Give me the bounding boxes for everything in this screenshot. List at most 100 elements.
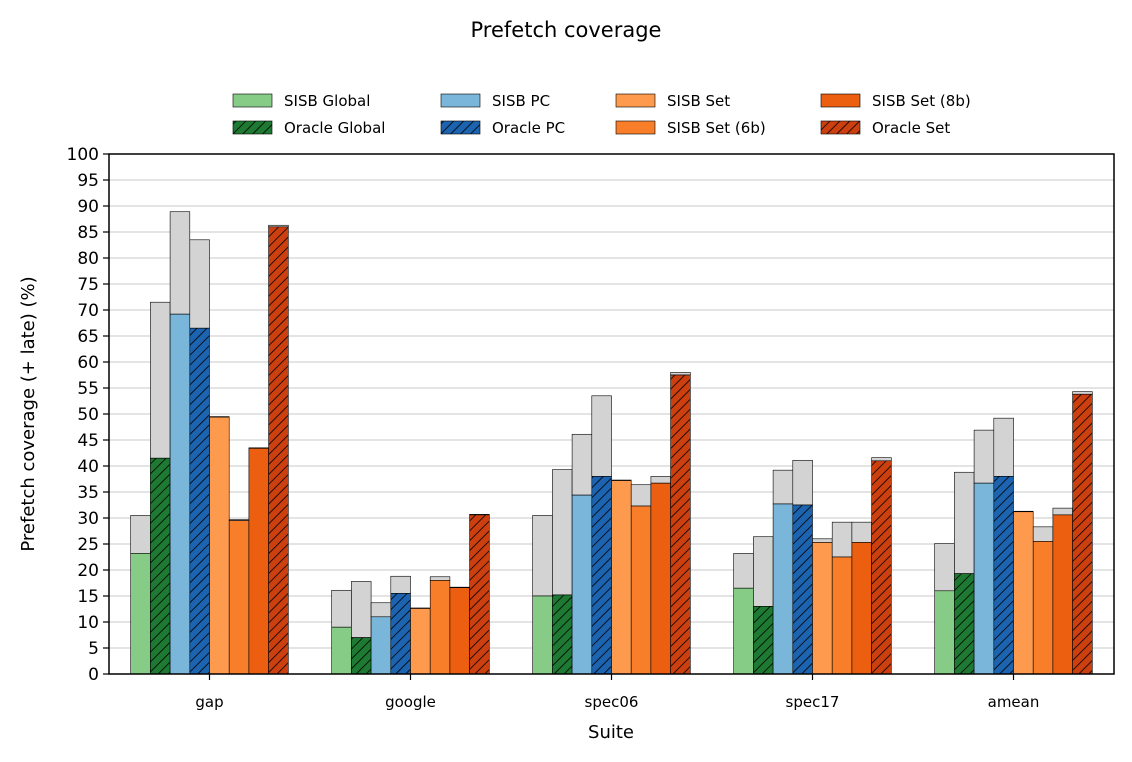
late-bar [954,471,975,574]
bar [812,542,833,675]
bar-hatch [552,594,573,674]
late-bar [1072,391,1093,395]
y-tick-label: 55 [77,379,99,399]
y-axis-ticks: 0 5 10 15 20 25 30 35 40 45 50 55 60 65 70 75 80 85 90 95 10… [67,145,109,685]
late-bar [630,484,652,507]
bar-hatch [390,593,411,674]
bar-hatch [670,375,691,674]
chart-title: Prefetch coverage [471,18,662,42]
legend: SISB Global Oracle Global SISB PC Oracle PC… [232,92,971,137]
y-tick-label: 40 [77,457,99,477]
late-bar [331,589,352,628]
late-bar [812,538,833,543]
late-bar [169,211,191,315]
legend-label: SISB Set (8b) [872,92,971,110]
late-bar [1052,507,1073,516]
y-tick-label: 45 [77,431,99,451]
y-tick-label: 50 [77,405,99,425]
late-bar [1032,526,1054,542]
legend-swatch [615,93,656,108]
late-bar [670,372,691,376]
late-bar [851,521,872,543]
plot-frame [108,153,1115,675]
late-bar [772,469,794,505]
legend-label: Oracle Set [872,119,950,137]
x-tick-label: gap [195,693,223,711]
x-tick-label: spec06 [585,693,639,711]
bar [1013,511,1034,675]
late-bar [591,395,612,477]
bar-hatch [351,637,372,674]
y-tick-label: 15 [77,587,99,607]
bar [449,587,470,675]
legend-swatch [440,93,481,108]
late-bar [532,515,553,597]
y-tick-label: 5 [88,639,99,659]
y-tick-label: 35 [77,483,99,503]
bar [331,626,352,675]
bar-hatch [591,476,612,674]
bar [733,587,754,675]
bar-hatch [792,505,813,674]
bar-hatch [993,476,1014,674]
bar [934,590,955,675]
legend-swatch [615,120,656,135]
legend-label: SISB Set (6b) [667,119,766,137]
x-tick-label: amean [988,693,1040,711]
bar-hatch [1072,394,1093,674]
y-tick-label: 70 [77,301,99,321]
legend-label: Oracle PC [492,119,565,137]
bar [370,616,392,675]
late-bar [871,457,892,462]
late-bar [130,515,151,554]
bar-hatch [268,226,289,675]
bar [130,553,151,675]
late-bar [552,469,573,596]
bar-hatch [189,328,210,674]
y-tick-label: 20 [77,561,99,581]
late-bar [390,575,411,594]
late-bar [753,536,774,607]
legend-swatch-hatch [441,121,480,134]
bar [973,482,995,675]
legend-swatch [820,93,861,108]
y-tick-label: 65 [77,327,99,347]
late-bar [189,239,210,329]
bar-hatch [469,514,490,674]
y-tick-label: 95 [77,171,99,191]
x-axis-label: Suite [588,722,634,743]
bar [410,608,431,675]
y-tick-label: 80 [77,249,99,269]
late-bar [150,301,171,459]
bar-hatch [150,458,171,674]
y-tick-label: 85 [77,223,99,243]
x-tick-label: spec17 [786,693,840,711]
late-bar [934,543,955,592]
x-tick-label: google [385,693,436,711]
x-axis-ticks: gap google spec06 spec17 amean [195,674,1039,711]
late-bar [973,429,995,484]
bar [1052,514,1073,675]
bar [532,595,553,675]
bar [228,520,250,675]
y-tick-label: 90 [77,197,99,217]
bar-hatch [954,573,975,674]
bars [130,211,1093,675]
legend-swatch-hatch [821,121,860,134]
bar [169,313,191,675]
legend-label: SISB Set [667,92,730,110]
bar [650,482,671,675]
bar [571,494,593,675]
y-tick-label: 100 [67,145,99,165]
y-tick-label: 25 [77,535,99,555]
bar [851,542,872,675]
y-tick-label: 10 [77,613,99,633]
legend-label: Oracle Global [284,119,385,137]
legend-label: SISB PC [492,92,550,110]
late-bar [571,433,593,496]
late-bar [831,521,853,558]
y-tick-label: 60 [77,353,99,373]
bar [630,505,652,675]
y-tick-label: 75 [77,275,99,295]
